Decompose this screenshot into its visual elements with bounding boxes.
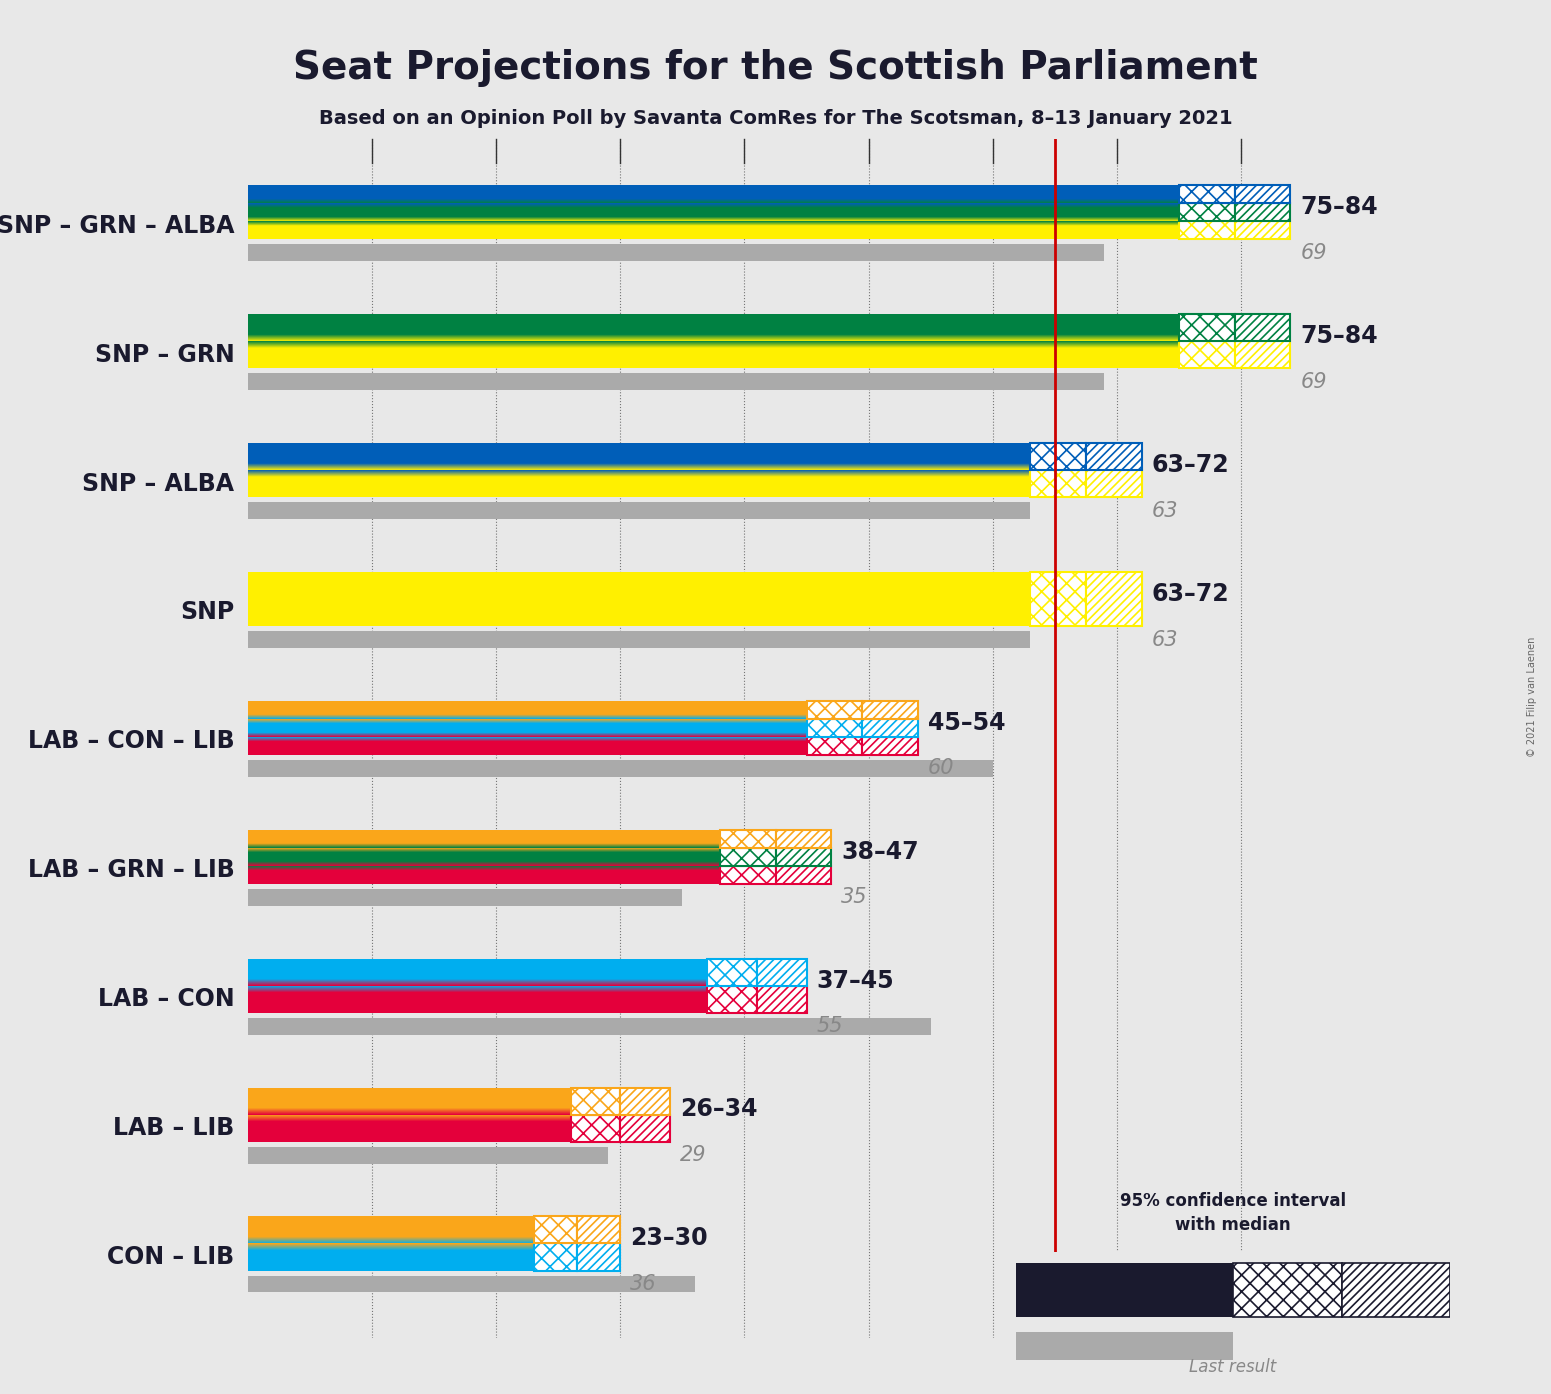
Bar <box>534 1243 577 1270</box>
Bar <box>862 701 918 719</box>
Text: 75–84: 75–84 <box>1300 195 1377 219</box>
Bar <box>1086 443 1142 470</box>
Bar <box>1086 572 1142 626</box>
Bar <box>807 737 862 756</box>
Bar <box>1235 342 1290 368</box>
Bar <box>248 701 807 714</box>
Text: 95% confidence interval
with median: 95% confidence interval with median <box>1120 1192 1346 1234</box>
Bar <box>757 959 807 986</box>
Bar <box>248 829 720 843</box>
Bar <box>248 502 1030 519</box>
Bar <box>248 852 720 861</box>
Bar <box>1179 342 1235 368</box>
Bar <box>720 866 776 884</box>
Text: Last result: Last result <box>1190 1358 1276 1376</box>
Bar <box>248 1217 534 1236</box>
Text: 45–54: 45–54 <box>927 711 1005 735</box>
Bar <box>248 959 707 979</box>
Bar <box>248 314 1179 335</box>
Bar <box>776 848 831 866</box>
Text: 63–72: 63–72 <box>1151 453 1228 477</box>
Bar <box>1086 470 1142 498</box>
Text: Based on an Opinion Poll by Savanta ComRes for The Scotsman, 8–13 January 2021: Based on an Opinion Poll by Savanta ComR… <box>318 109 1233 128</box>
Bar <box>1179 204 1235 222</box>
Bar <box>707 959 757 986</box>
Bar <box>1235 185 1290 204</box>
Bar <box>1233 1263 1342 1317</box>
Bar <box>862 737 918 756</box>
Bar <box>248 889 682 906</box>
Bar <box>248 742 807 756</box>
Bar <box>862 719 918 737</box>
Text: 23–30: 23–30 <box>630 1227 707 1250</box>
Bar <box>248 348 1179 368</box>
Text: 69: 69 <box>1300 372 1326 392</box>
Text: 38–47: 38–47 <box>841 839 918 864</box>
Bar <box>248 1018 931 1034</box>
Bar <box>807 701 862 719</box>
Text: Seat Projections for the Scottish Parliament: Seat Projections for the Scottish Parlia… <box>293 49 1258 86</box>
Bar <box>248 477 1030 498</box>
Bar <box>620 1087 670 1115</box>
Bar <box>248 760 993 776</box>
Bar <box>248 631 1030 648</box>
Bar <box>620 1115 670 1142</box>
Bar <box>248 443 1030 463</box>
Bar <box>248 572 1030 626</box>
Text: 63: 63 <box>1151 500 1177 520</box>
Bar <box>248 226 1179 240</box>
Bar <box>571 1115 620 1142</box>
Text: 26–34: 26–34 <box>679 1097 757 1121</box>
Bar <box>1342 1263 1450 1317</box>
Bar <box>571 1087 620 1115</box>
Bar <box>776 829 831 848</box>
Bar <box>1179 314 1235 342</box>
Bar <box>248 244 1104 261</box>
Text: © 2021 Filip van Laenen: © 2021 Filip van Laenen <box>1528 637 1537 757</box>
Text: 29: 29 <box>679 1146 706 1165</box>
Bar <box>776 866 831 884</box>
Bar <box>1030 470 1086 498</box>
Text: 36: 36 <box>630 1274 656 1294</box>
Bar <box>534 1217 577 1243</box>
Text: 60: 60 <box>927 758 954 778</box>
Bar <box>577 1243 620 1270</box>
Text: 55: 55 <box>816 1016 842 1036</box>
Bar <box>248 1250 534 1270</box>
Bar <box>757 986 807 1013</box>
Bar <box>248 723 807 732</box>
Bar <box>248 1147 608 1164</box>
Text: 63: 63 <box>1151 630 1177 650</box>
Bar <box>577 1217 620 1243</box>
Bar <box>1235 204 1290 222</box>
Bar <box>248 1087 571 1108</box>
Bar <box>248 208 1179 216</box>
Bar <box>707 986 757 1013</box>
Bar <box>1016 1263 1233 1317</box>
Bar <box>248 1276 695 1292</box>
Bar <box>1179 222 1235 240</box>
Text: 37–45: 37–45 <box>816 969 893 993</box>
Bar <box>807 719 862 737</box>
Bar <box>248 185 1179 199</box>
Text: 75–84: 75–84 <box>1300 323 1377 348</box>
Bar <box>248 870 720 884</box>
Bar <box>1235 222 1290 240</box>
Text: 35: 35 <box>841 888 867 907</box>
Bar <box>1235 314 1290 342</box>
Bar <box>1030 443 1086 470</box>
Bar <box>248 374 1104 390</box>
Bar <box>1030 572 1086 626</box>
Text: 63–72: 63–72 <box>1151 581 1228 606</box>
Bar <box>1016 1333 1233 1361</box>
Bar <box>1179 185 1235 204</box>
Bar <box>720 848 776 866</box>
Bar <box>720 829 776 848</box>
Bar <box>248 993 707 1013</box>
Text: 69: 69 <box>1300 243 1326 263</box>
Bar <box>248 1121 571 1142</box>
